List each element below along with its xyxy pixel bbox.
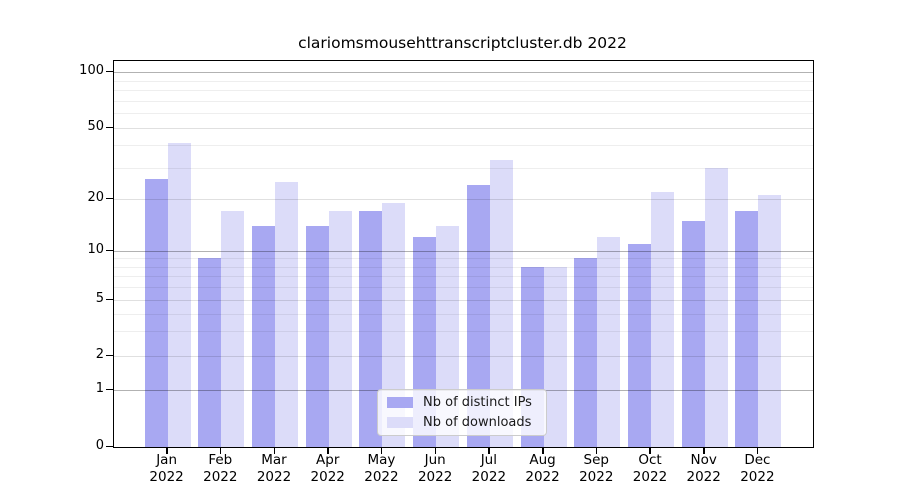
x-tick-mark (273, 447, 276, 454)
x-tick-label-dec: Dec 2022 (740, 452, 775, 485)
y-tick-mark (106, 388, 113, 390)
gridline-y-8 (114, 266, 813, 268)
x-tick-label-feb: Feb 2022 (203, 452, 238, 485)
x-tick-label-sep: Sep 2022 (579, 452, 614, 485)
x-tick-mark (434, 447, 437, 454)
bar-ips-sep (574, 258, 598, 447)
bar-ips-apr (305, 225, 329, 447)
y-tick-mark (106, 70, 113, 72)
x-tick-label-oct: Oct 2022 (632, 452, 668, 485)
bar-downloads-apr (328, 211, 352, 447)
plot-area (113, 60, 814, 448)
bar-downloads-feb (221, 211, 245, 447)
x-tick-mark (488, 447, 490, 454)
y-tick-mark (106, 354, 113, 356)
gridline-y-4 (114, 313, 813, 315)
gridline-y-90 (114, 80, 813, 82)
bar-ips-oct (627, 243, 651, 447)
bar-ips-dec (735, 211, 759, 447)
legend-row-downloads: Nb of downloads (387, 414, 537, 431)
bar-downloads-mar (275, 181, 299, 447)
gridline-y-5 (114, 300, 813, 301)
y-tick-label-1: 1 (95, 381, 104, 396)
x-tick-mark (649, 447, 651, 454)
bar-downloads-jan (167, 143, 191, 447)
bar-downloads-aug (543, 266, 567, 447)
bar-downloads-oct (650, 191, 674, 447)
gridline-y-7 (114, 276, 813, 278)
x-tick-label-nov: Nov 2022 (686, 452, 721, 485)
bar-downloads-dec (758, 195, 782, 447)
x-tick-mark (703, 447, 705, 454)
y-tick-mark (106, 197, 113, 199)
gridline-y-50 (114, 128, 813, 129)
bar-downloads-jul (489, 160, 513, 447)
bar-downloads-nov (704, 167, 728, 447)
gridline-y-20 (114, 199, 813, 200)
legend-swatch-downloads (387, 417, 413, 428)
x-tick-mark (595, 447, 598, 454)
x-tick-mark (219, 447, 222, 454)
chart-title: clariomsmousehttranscriptcluster.db 2022 (298, 34, 627, 52)
gridline-y-70 (114, 100, 813, 102)
x-tick-label-mar: Mar 2022 (256, 452, 292, 485)
gridline-y-6 (114, 287, 813, 289)
x-tick-mark (380, 447, 383, 454)
bar-ips-mar (252, 225, 276, 447)
bar-ips-feb (198, 258, 222, 447)
gridline-y-40 (114, 145, 813, 147)
y-tick-label-2: 2 (95, 347, 104, 362)
gridline-y-60 (114, 113, 813, 115)
legend-label-distinct-ips: Nb of distinct IPs (423, 395, 532, 410)
gridline-y-3 (114, 331, 813, 333)
x-tick-mark (327, 447, 329, 454)
x-tick-label-aug: Aug 2022 (525, 452, 560, 485)
legend-swatch-distinct-ips (387, 397, 413, 408)
y-tick-label-20: 20 (87, 190, 104, 205)
x-tick-mark (542, 447, 544, 454)
legend-label-downloads: Nb of downloads (423, 415, 532, 430)
bar-ips-may (359, 211, 383, 447)
gridline-y-2 (114, 356, 813, 357)
y-tick-mark (106, 249, 113, 251)
y-tick-mark (106, 298, 113, 300)
x-tick-mark (756, 447, 759, 454)
bar-ips-jan (144, 178, 168, 447)
legend-row-distinct-ips: Nb of distinct IPs (387, 394, 537, 411)
bar-ips-jul (466, 184, 490, 447)
y-tick-label-5: 5 (95, 291, 104, 306)
y-tick-label-10: 10 (87, 242, 104, 257)
x-tick-label-may: May 2022 (364, 452, 399, 485)
x-tick-mark (166, 447, 168, 454)
gridline-y-30 (114, 167, 813, 169)
x-tick-label-jan: Jan 2022 (149, 452, 184, 485)
bar-downloads-sep (597, 237, 621, 447)
x-tick-label-apr: Apr 2022 (310, 452, 345, 485)
bar-ips-nov (681, 220, 705, 447)
gridline-y-100 (114, 72, 813, 73)
y-tick-label-0: 0 (95, 438, 104, 453)
x-tick-label-jul: Jul 2022 (471, 452, 507, 485)
bar-downloads-may (382, 202, 406, 447)
y-tick-label-100: 100 (79, 63, 104, 78)
gridline-y-9 (114, 258, 813, 260)
y-tick-label-50: 50 (87, 119, 104, 134)
x-tick-label-jun: Jun 2022 (417, 452, 453, 485)
y-tick-mark (106, 445, 113, 447)
legend: Nb of distinct IPs Nb of downloads (377, 389, 547, 436)
gridline-y-10 (114, 251, 813, 252)
gridline-y-80 (114, 90, 813, 92)
y-tick-mark (106, 126, 113, 128)
